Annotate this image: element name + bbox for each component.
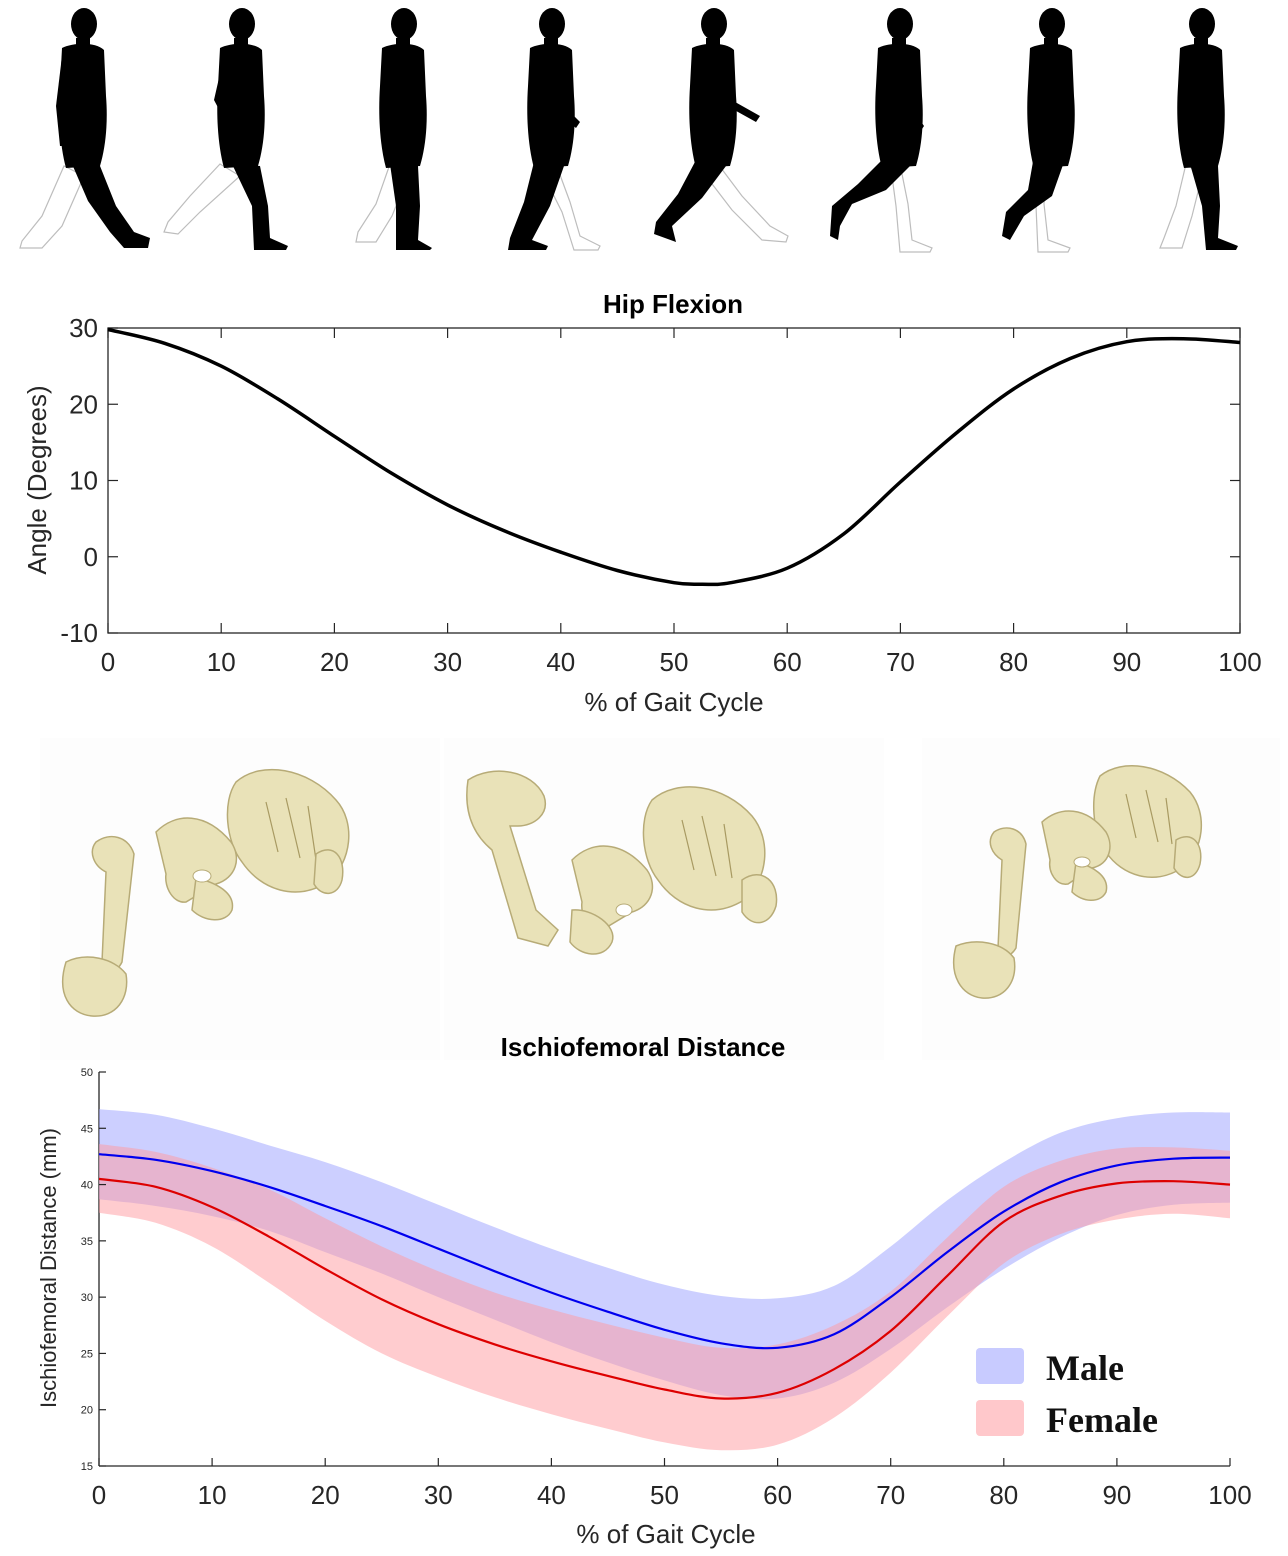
pelvis-femur-model — [953, 765, 1203, 999]
ischiofemoral-distance-chart: Ischiofemoral Distance 0 10 20 30 40 50 60 70 80… — [36, 1032, 1252, 1549]
x-tick-label: 70 — [876, 1480, 905, 1510]
walker-figure — [19, 8, 150, 249]
walker-figure — [1002, 8, 1075, 253]
x-tick-label: 20 — [320, 647, 349, 677]
mean-line-male — [98, 1153, 1231, 1350]
x-tick-label: 100 — [1208, 1480, 1251, 1510]
x-axis-title: % of Gait Cycle — [584, 687, 763, 717]
axis-ticks: 0 10 20 30 40 50 60 70 80 90 100 15 20 25 30 35 40 45 50 — [81, 1067, 1252, 1510]
plot-frame — [107, 327, 1241, 634]
mean-lines — [98, 1153, 1231, 1400]
legend-swatch-female — [976, 1400, 1024, 1436]
y-tick-label: 45 — [81, 1123, 93, 1135]
x-tick-label: 40 — [546, 647, 575, 677]
series-line — [107, 327, 1241, 587]
walker-figure — [654, 8, 789, 243]
x-tick-label: 80 — [989, 1480, 1018, 1510]
pelvis-femur-model — [466, 770, 778, 955]
x-tick-label: 100 — [1218, 647, 1261, 677]
y-tick-label: 10 — [69, 466, 98, 496]
x-tick-label: 30 — [433, 647, 462, 677]
x-tick-label: 60 — [763, 1480, 792, 1510]
walker-figure — [163, 8, 288, 250]
x-tick-label: 10 — [198, 1480, 227, 1510]
y-tick-label: 30 — [81, 1292, 93, 1304]
legend-label-female: Female — [1046, 1400, 1158, 1440]
y-tick-label: 40 — [81, 1180, 93, 1192]
x-tick-label: 90 — [1102, 1480, 1131, 1510]
legend: Male Female — [976, 1348, 1158, 1440]
legend-swatch-male — [976, 1348, 1024, 1384]
legend-item: Male — [976, 1348, 1124, 1388]
x-tick-label: 50 — [650, 1480, 679, 1510]
x-tick-label: 20 — [311, 1480, 340, 1510]
pelvis-femur-renderings — [40, 738, 1280, 1060]
walker-figure — [508, 8, 601, 251]
x-tick-label: 90 — [1112, 647, 1141, 677]
y-tick-label: 25 — [81, 1348, 93, 1360]
walker-figure — [830, 8, 933, 253]
x-axis-title: % of Gait Cycle — [576, 1519, 755, 1549]
y-tick-label: 20 — [81, 1405, 93, 1417]
gait-silhouettes — [19, 8, 1238, 253]
legend-label-male: Male — [1046, 1348, 1124, 1388]
walker-figure — [1159, 8, 1238, 250]
y-tick-label: 30 — [69, 313, 98, 343]
x-tick-label: 0 — [92, 1480, 106, 1510]
chart-title: Hip Flexion — [603, 289, 743, 319]
mean-line-female — [98, 1177, 1231, 1400]
y-tick-label: 20 — [69, 389, 98, 419]
x-tick-label: 50 — [660, 647, 689, 677]
x-tick-label: 80 — [999, 647, 1028, 677]
legend-item: Female — [976, 1400, 1158, 1440]
y-tick-label: 50 — [81, 1067, 93, 1079]
x-tick-label: 0 — [101, 647, 115, 677]
x-tick-label: 70 — [886, 647, 915, 677]
hip-flexion-chart: Hip Flexion 0 10 20 30 40 50 60 70 80 90 100-10010… — [22, 289, 1262, 717]
x-tick-label: 10 — [207, 647, 236, 677]
y-axis-title: Angle (Degrees) — [22, 385, 52, 574]
y-tick-label: 0 — [84, 542, 98, 572]
chart-title: Ischiofemoral Distance — [501, 1032, 786, 1062]
x-tick-label: 60 — [773, 647, 802, 677]
pelvis-femur-model — [61, 768, 350, 1017]
x-tick-label: 30 — [424, 1480, 453, 1510]
y-tick-label: 35 — [81, 1236, 93, 1248]
y-tick-label: 15 — [81, 1461, 93, 1473]
x-tick-label: 40 — [537, 1480, 566, 1510]
y-axis-title: Ischiofemoral Distance (mm) — [36, 1128, 61, 1408]
y-tick-label: -10 — [60, 618, 98, 648]
walker-figure — [355, 8, 432, 250]
